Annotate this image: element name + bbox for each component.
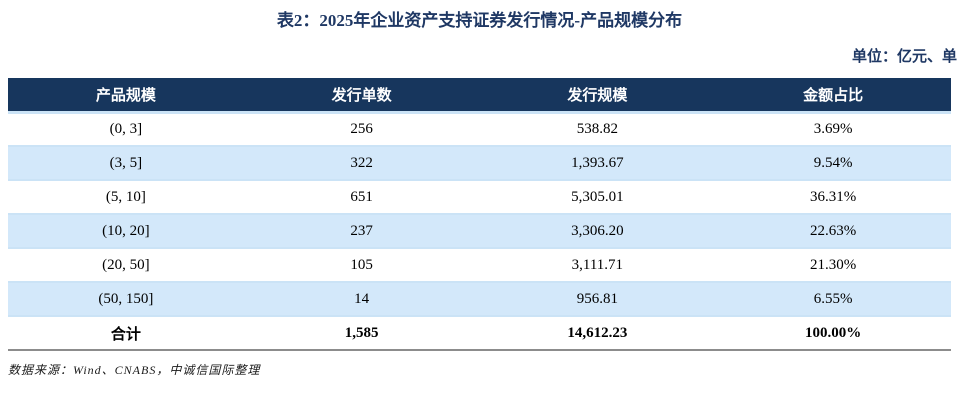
column-header: 金额占比 bbox=[715, 78, 951, 114]
column-header: 发行规模 bbox=[479, 78, 716, 114]
unit-note: 单位：亿元、单 bbox=[851, 49, 957, 65]
table-row: (10, 20] 237 3,306.20 22.63% bbox=[8, 214, 951, 249]
table-cell: 538.82 bbox=[479, 112, 716, 147]
table-cell: 3,111.71 bbox=[479, 248, 716, 283]
source-note: 数据来源：Wind、CNABS，中诚信国际整理 bbox=[8, 363, 261, 377]
table-cell: 256 bbox=[243, 112, 480, 147]
table-cell: (5, 10] bbox=[8, 180, 244, 215]
table-cell: (0, 3] bbox=[8, 112, 244, 147]
table-cell: 3.69% bbox=[715, 112, 951, 147]
table-cell: 6.55% bbox=[715, 282, 951, 317]
table-cell: (3, 5] bbox=[8, 146, 244, 181]
table-cell: 5,305.01 bbox=[479, 180, 716, 215]
table-row: (20, 50] 105 3,111.71 21.30% bbox=[8, 248, 951, 283]
table-cell: 1,393.67 bbox=[479, 146, 716, 181]
table-cell: 956.81 bbox=[479, 282, 716, 317]
column-header: 发行单数 bbox=[243, 78, 480, 114]
table-cell: 9.54% bbox=[715, 146, 951, 181]
table-body: (0, 3] 256 538.82 3.69% (3, 5] 322 1,393.67 9.5… bbox=[8, 112, 951, 351]
column-header: 产品规模 bbox=[8, 78, 244, 114]
table-cell: 36.31% bbox=[715, 180, 951, 215]
table-row: (3, 5] 322 1,393.67 9.54% bbox=[8, 146, 951, 181]
table-cell: 100.00% bbox=[715, 316, 951, 351]
table-cell: (10, 20] bbox=[8, 214, 244, 249]
table-row: (50, 150] 14 956.81 6.55% bbox=[8, 282, 951, 317]
table-cell: 14,612.23 bbox=[479, 316, 716, 351]
table-cell: (20, 50] bbox=[8, 248, 244, 283]
table-cell: 3,306.20 bbox=[479, 214, 716, 249]
data-table: 产品规模 发行单数 发行规模 金额占比 (0, 3] 256 538.82 3.69% (3,… bbox=[8, 78, 951, 351]
table-cell: 21.30% bbox=[715, 248, 951, 283]
table-cell: 322 bbox=[243, 146, 480, 181]
table-cell: 1,585 bbox=[243, 316, 480, 351]
table-cell: (50, 150] bbox=[8, 282, 244, 317]
table-title: 表2：2025年企业资产支持证券发行情况-产品规模分布 bbox=[276, 11, 683, 30]
table-row: (5, 10] 651 5,305.01 36.31% bbox=[8, 180, 951, 215]
table-cell: 105 bbox=[243, 248, 480, 283]
table-cell: 651 bbox=[243, 180, 480, 215]
table-header-row: 产品规模 发行单数 发行规模 金额占比 bbox=[8, 78, 951, 114]
table-cell: 合计 bbox=[8, 316, 244, 351]
table-cell: 14 bbox=[243, 282, 480, 317]
table-cell: 237 bbox=[243, 214, 480, 249]
table-total-row: 合计 1,585 14,612.23 100.00% bbox=[8, 316, 951, 351]
table-cell: 22.63% bbox=[715, 214, 951, 249]
table-row: (0, 3] 256 538.82 3.69% bbox=[8, 112, 951, 147]
